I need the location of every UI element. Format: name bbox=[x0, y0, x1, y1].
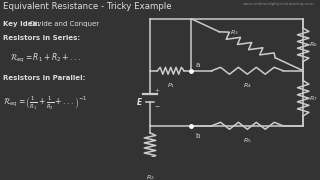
Text: b: b bbox=[195, 133, 200, 139]
Text: Equivalent Resistance - Tricky Example: Equivalent Resistance - Tricky Example bbox=[3, 2, 172, 11]
Text: $\mathcal{R}_{eq} = \left(\frac{1}{R_1} + \frac{1}{R_2} + ...\right)^{-1}$: $\mathcal{R}_{eq} = \left(\frac{1}{R_1} … bbox=[3, 94, 88, 112]
Text: Resistors in Parallel:: Resistors in Parallel: bbox=[3, 75, 85, 82]
Text: −: − bbox=[155, 103, 160, 108]
Text: $R_2$: $R_2$ bbox=[146, 173, 154, 180]
Text: $R_6$: $R_6$ bbox=[309, 40, 318, 49]
Text: Resistors in Series:: Resistors in Series: bbox=[3, 35, 80, 41]
Text: +: + bbox=[155, 88, 160, 93]
Text: a: a bbox=[195, 62, 200, 68]
Text: $R_3$: $R_3$ bbox=[230, 28, 239, 37]
Text: $R_7$: $R_7$ bbox=[309, 94, 318, 103]
Text: Divide and Conquer: Divide and Conquer bbox=[30, 21, 100, 27]
Text: Key Idea:: Key Idea: bbox=[3, 21, 40, 27]
Text: $P_1$: $P_1$ bbox=[167, 81, 175, 90]
Text: $R_4$: $R_4$ bbox=[243, 81, 252, 90]
Text: $R_5$: $R_5$ bbox=[243, 136, 252, 145]
Text: E: E bbox=[137, 98, 142, 107]
Text: $\mathcal{R}_{eq} = R_1 + R_2 + ...$: $\mathcal{R}_{eq} = R_1 + R_2 + ...$ bbox=[10, 52, 80, 65]
Text: www.redmondphysicstutoring.com: www.redmondphysicstutoring.com bbox=[243, 2, 314, 6]
